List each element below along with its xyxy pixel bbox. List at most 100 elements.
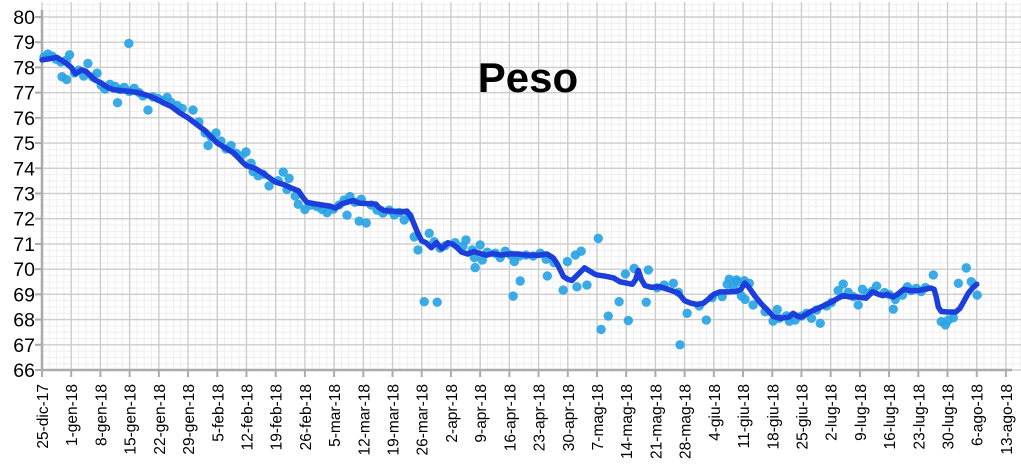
x-axis-label: 2-apr-18 (444, 384, 461, 443)
x-axis-label: 13-ago-18 (999, 384, 1016, 455)
scatter-point (424, 228, 434, 239)
scatter-point (211, 128, 221, 138)
scatter-point (871, 281, 882, 291)
x-axis-label: 12-mar-18 (356, 384, 373, 456)
scatter-point (361, 218, 371, 228)
y-axis-label: 68 (13, 310, 35, 332)
y-axis-label: 75 (13, 133, 35, 155)
y-axis-label: 72 (13, 209, 35, 231)
scatter-point (853, 300, 863, 310)
scatter-point (112, 98, 123, 108)
scatter-point (833, 285, 843, 296)
scatter-point (558, 285, 568, 295)
scatter-point (972, 290, 982, 300)
x-axis-label: 9-lug-18 (853, 384, 870, 441)
x-axis-label: 11-giu-18 (736, 384, 753, 448)
scatter-point (948, 313, 959, 323)
x-axis-label: 25-giu-18 (794, 384, 811, 450)
scatter-point (815, 318, 825, 329)
scatter-point (682, 308, 692, 318)
scatter-point (64, 50, 75, 60)
scatter-point (643, 265, 654, 275)
trend-line-series (39, 54, 980, 322)
x-axis-label: 2-lug-18 (824, 384, 841, 441)
scatter-point (668, 278, 679, 288)
y-axis-label: 77 (13, 83, 35, 105)
scatter-point (740, 294, 750, 305)
scatter-point (748, 300, 758, 310)
scatter-point (620, 269, 631, 279)
scatter-point (188, 105, 198, 115)
y-axis-label: 79 (13, 32, 35, 54)
x-axis-label: 8-gen-18 (93, 384, 110, 446)
x-axis-label: 16-lug-18 (882, 384, 899, 450)
x-axis-label: 9-apr-18 (473, 384, 490, 443)
scatter-point (614, 296, 624, 307)
x-axis-label: 30-lug-18 (941, 384, 958, 450)
x-axis-label: 16-apr-18 (502, 384, 519, 451)
y-axis-label: 66 (13, 360, 35, 382)
y-axis-label: 76 (13, 108, 35, 130)
y-axis-label: 74 (13, 158, 35, 180)
axes (35, 10, 1012, 377)
scatter-point (124, 38, 134, 49)
grid-major (41, 2, 1021, 371)
chart-title: Peso (478, 54, 578, 101)
x-axis-label: 5-feb-18 (210, 384, 227, 442)
scatter-point (143, 105, 153, 115)
y-axis-label: 67 (13, 335, 35, 357)
scatter-point (806, 313, 817, 324)
scatter-point (264, 181, 274, 191)
scatter-point (582, 280, 592, 290)
scatter-point (83, 58, 93, 69)
scatter-point (576, 246, 586, 256)
x-axis-label: 1-gen-18 (64, 384, 81, 446)
x-axis-label: 6-ago-18 (970, 384, 987, 446)
scatter-point (354, 216, 364, 226)
scatter-point (515, 276, 525, 286)
x-axis-label: 21-mag-18 (648, 384, 665, 459)
scatter-point (542, 271, 553, 281)
x-axis-label: 26-mar-18 (415, 384, 432, 456)
scatter-point (419, 296, 429, 307)
y-axis-labels: 66 67 68 69 70 71 72 73 74 75 76 77 78 79 80 (13, 7, 35, 382)
scatter-point (432, 297, 442, 307)
scatter-point (461, 235, 471, 245)
scatter-point (838, 279, 848, 289)
scatter-point (953, 278, 964, 288)
scatter-point (92, 68, 102, 78)
y-axis-label: 80 (13, 7, 35, 29)
x-axis-label: 12-feb-18 (239, 384, 256, 450)
scatter-point (562, 256, 573, 267)
trend-line (39, 54, 980, 322)
x-axis-label: 19-feb-18 (269, 384, 286, 450)
x-axis-labels: 25-dic-17 1-gen-18 8-gen-18 15-gen-18 22-gen… (35, 384, 1016, 459)
scatter-point (675, 340, 685, 350)
x-axis-label: 25-dic-17 (35, 384, 52, 449)
scatter-point (596, 324, 606, 335)
x-axis-label: 5-mar-18 (327, 384, 344, 447)
y-axis-label: 70 (13, 259, 35, 281)
x-axis-label: 23-lug-18 (911, 384, 928, 450)
scatter-point (293, 199, 303, 210)
scatter-point (572, 282, 582, 292)
scatter-point (888, 304, 898, 314)
x-axis-label: 26-feb-18 (298, 384, 315, 450)
scatter-point (342, 210, 352, 220)
scatter-point (508, 291, 518, 301)
scatter-point (475, 240, 485, 250)
y-axis-label: 73 (13, 184, 35, 206)
scatter-point (61, 74, 72, 85)
scatter-point (470, 262, 480, 273)
x-axis-label: 4-giu-18 (707, 384, 724, 441)
scatter-point (284, 173, 294, 184)
x-axis-label: 22-gen-18 (152, 384, 169, 455)
y-axis-label: 69 (13, 284, 35, 306)
x-axis-label: 19-mar-18 (386, 384, 403, 456)
x-axis-label: 18-giu-18 (765, 384, 782, 450)
x-axis-label: 7-mag-18 (590, 384, 607, 450)
scatter-point (724, 274, 734, 284)
scatter-point (623, 315, 633, 326)
